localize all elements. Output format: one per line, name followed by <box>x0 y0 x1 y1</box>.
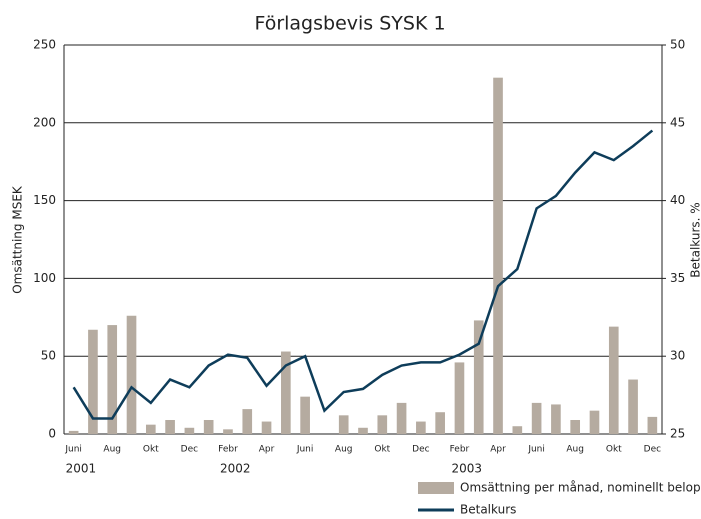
y2-tick-label: 40 <box>670 193 685 207</box>
x-tick-label: Dec <box>181 445 198 455</box>
bar <box>455 362 465 434</box>
bar <box>648 417 658 434</box>
year-label: 2003 <box>451 462 482 476</box>
y-tick-label: 200 <box>33 115 56 129</box>
bar <box>127 316 137 434</box>
bar <box>185 428 195 434</box>
bar <box>204 420 214 434</box>
line <box>74 131 653 419</box>
x-tick-label: Juni <box>64 445 82 455</box>
y2-tick-label: 30 <box>670 349 685 363</box>
y-tick-label: 0 <box>48 427 56 441</box>
x-tick-label: Apr <box>490 445 506 455</box>
bar <box>358 428 368 434</box>
bar <box>339 415 349 434</box>
bar <box>416 422 426 434</box>
x-tick-label: Okt <box>143 445 159 455</box>
x-tick-label: Juni <box>527 445 545 455</box>
bar <box>223 429 233 434</box>
y2-tick-label: 50 <box>670 38 685 52</box>
bar <box>570 420 580 434</box>
bar <box>165 420 175 434</box>
y2-axis-label: Betalkurs. % <box>689 202 701 277</box>
bar <box>513 426 523 434</box>
y2-tick-label: 35 <box>670 271 685 285</box>
y-tick-label: 100 <box>33 271 56 285</box>
legend-swatch <box>418 482 454 494</box>
x-tick-label: Juni <box>296 445 314 455</box>
bar <box>242 409 252 434</box>
x-tick-label: Okt <box>606 445 622 455</box>
x-tick-label: Okt <box>374 445 390 455</box>
bar <box>262 422 272 434</box>
y2-tick-label: 25 <box>670 427 685 441</box>
bar <box>590 411 600 434</box>
bar <box>493 78 503 434</box>
bar <box>609 327 619 434</box>
bar <box>146 425 156 434</box>
legend-label: Betalkurs <box>460 503 516 516</box>
x-tick-label: Febr <box>218 445 238 455</box>
x-tick-label: Aug <box>103 445 121 455</box>
bar <box>435 412 445 434</box>
chart-title: Förlagsbevis SYSK 1 <box>254 13 445 35</box>
x-tick-label: Dec <box>412 445 429 455</box>
bar <box>397 403 407 434</box>
x-tick-label: Febr <box>450 445 470 455</box>
bar <box>300 397 310 434</box>
bar <box>532 403 542 434</box>
bar <box>628 380 638 434</box>
y-tick-label: 50 <box>41 349 56 363</box>
y-tick-label: 150 <box>33 193 56 207</box>
y-tick-label: 250 <box>33 38 56 52</box>
legend-label: Omsättning per månad, nominellt belopp <box>460 481 701 495</box>
year-label: 2001 <box>66 462 97 476</box>
x-tick-label: Aug <box>566 445 584 455</box>
bar <box>377 415 387 434</box>
x-tick-label: Aug <box>335 445 353 455</box>
x-tick-label: Apr <box>259 445 275 455</box>
bar <box>551 404 561 434</box>
year-label: 2002 <box>220 462 251 476</box>
y2-tick-label: 45 <box>670 115 685 129</box>
bar <box>69 431 79 434</box>
y-axis-label: Omsättning MSEK <box>11 185 25 294</box>
x-tick-label: Dec <box>644 445 661 455</box>
